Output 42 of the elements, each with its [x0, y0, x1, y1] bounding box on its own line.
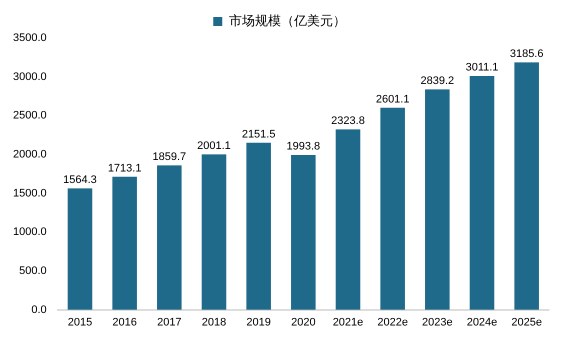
y-tick-label: 1500.0 [12, 187, 47, 200]
x-tick-label: 2023e [422, 316, 453, 328]
x-tick-label: 2019 [246, 316, 271, 328]
y-tick-label: 3500.0 [12, 32, 47, 44]
bar [380, 108, 405, 310]
bar [336, 129, 360, 310]
y-tick-label: 2500.0 [12, 110, 47, 122]
data-label: 3185.6 [510, 48, 544, 60]
x-tick-label: 2021e [332, 316, 364, 328]
legend-label: 市场规模（亿美元） [228, 12, 346, 29]
bar [246, 142, 271, 310]
bar [291, 154, 316, 310]
bar [470, 76, 494, 310]
x-tick-label: 2017 [157, 316, 182, 328]
data-label: 2001.1 [197, 140, 231, 152]
x-tick-label: 2025e [511, 316, 542, 328]
data-label: 2151.5 [242, 128, 276, 140]
x-tick-label: 2016 [112, 316, 137, 328]
y-tick-label: 2000.0 [12, 148, 47, 161]
x-tick-label: 2022e [377, 316, 408, 328]
x-tick-label: 2018 [202, 316, 226, 328]
data-label: 3011.1 [466, 62, 498, 74]
data-label: 2601.1 [376, 93, 410, 106]
y-tick-label: 500.0 [19, 265, 47, 278]
data-label: 2323.8 [331, 114, 365, 127]
y-tick-label: 3000.0 [12, 70, 47, 83]
data-label: 1859.7 [152, 150, 186, 163]
data-label: 1564.3 [63, 174, 97, 186]
bar [112, 176, 137, 310]
data-label: 1993.8 [286, 140, 320, 152]
bar [202, 154, 226, 310]
data-label: 1713.1 [108, 162, 142, 174]
bar [157, 165, 182, 310]
bar [425, 89, 450, 310]
y-tick-label: 0.0 [31, 304, 47, 316]
x-tick-label: 2020 [291, 316, 316, 328]
data-label: 2839.2 [420, 74, 454, 87]
x-tick-label: 2015 [68, 316, 92, 328]
x-tick-label: 2024e [466, 316, 498, 328]
bar [68, 188, 92, 310]
y-tick-label: 1000.0 [12, 226, 47, 238]
bar [514, 62, 539, 310]
